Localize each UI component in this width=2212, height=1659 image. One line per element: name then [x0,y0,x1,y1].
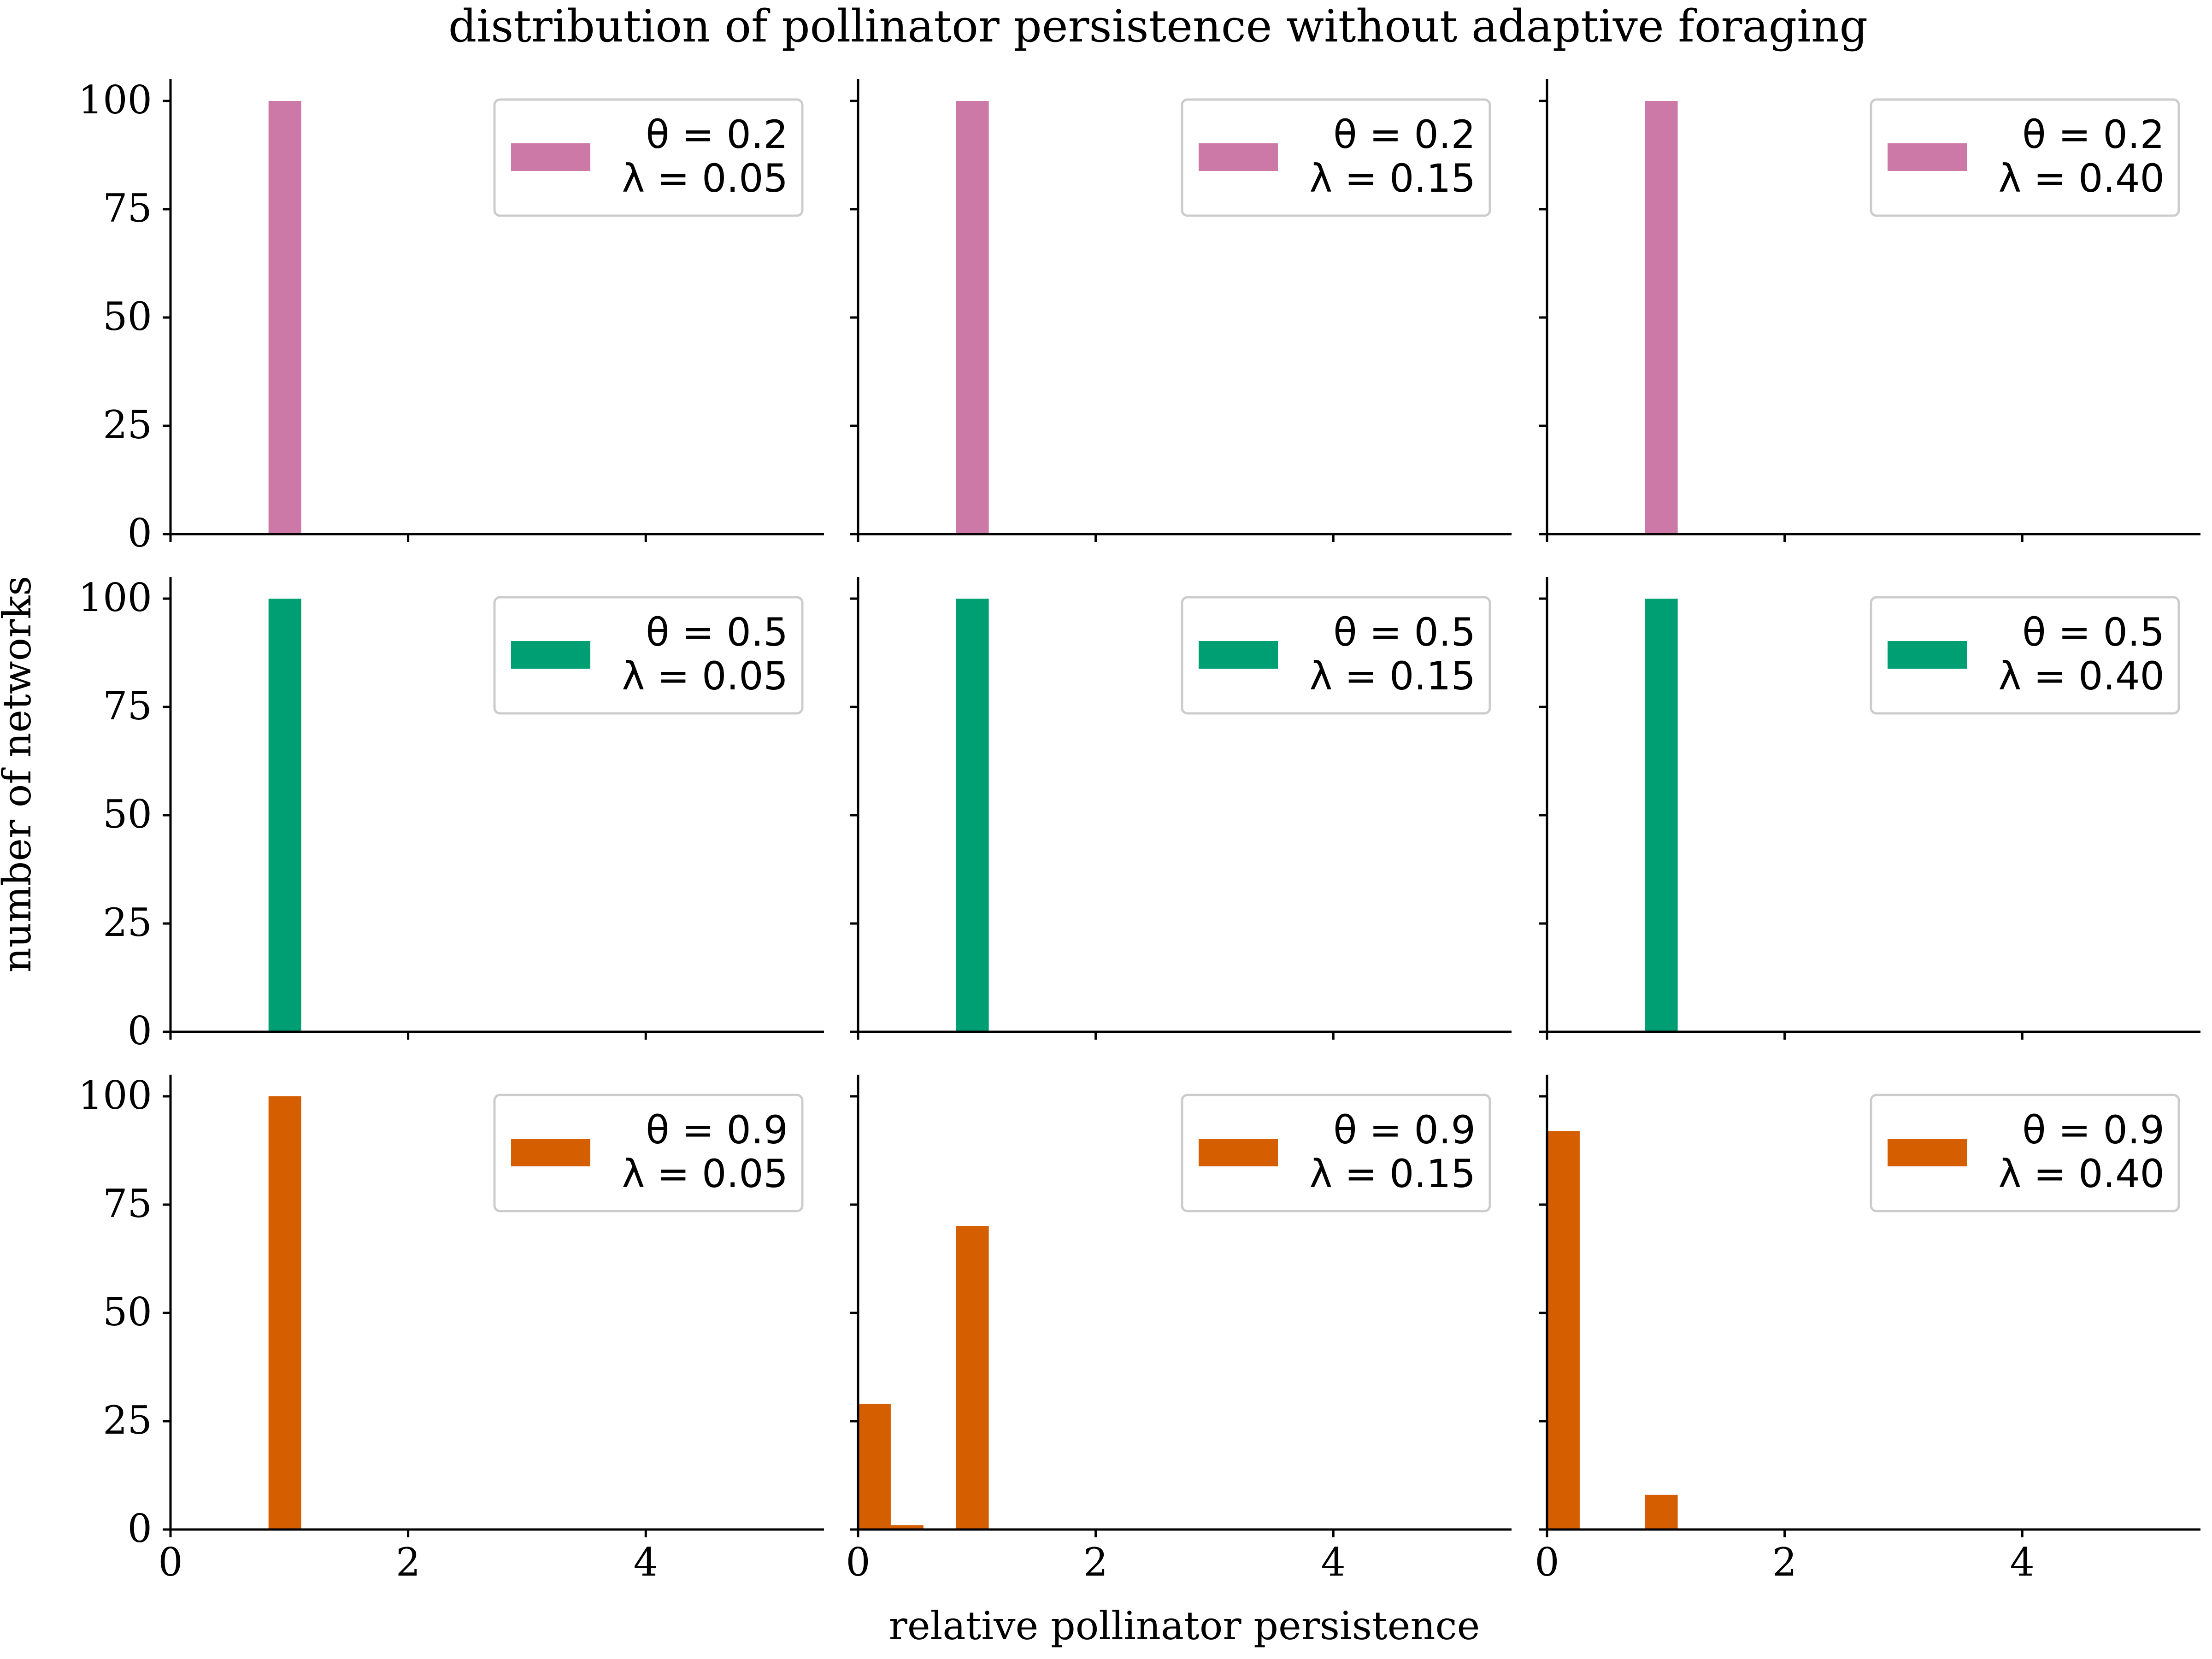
legend-theta-label: θ = 0.9 [646,1107,788,1153]
legend-box [1870,98,2180,217]
x-tick-label: 0 [846,1540,870,1585]
legend-box [493,98,804,217]
x-tick-label: 4 [634,1540,658,1585]
x-tick-label: 2 [1772,1540,1797,1585]
legend-swatch [1888,143,1967,171]
legend-swatch [1199,143,1278,171]
y-tick-label: 100 [78,77,152,123]
chart-title: distribution of pollinator persistence w… [448,0,1868,52]
y-tick-label: 100 [78,575,152,620]
legend-box [493,1094,804,1212]
panel-3-3: 0 2 4 θ = 0.9λ = 0.40 [1535,1075,2200,1585]
panel-1-3: θ = 0.2λ = 0.40 [1539,79,2200,542]
x-tick-label: 4 [1321,1540,1346,1585]
y-tick-label: 50 [103,294,152,339]
histogram-bar [1645,1494,1678,1530]
legend-box [1181,596,1491,715]
legend-lambda-label: λ = 0.15 [1309,1151,1476,1196]
histogram-bar [1645,599,1678,1032]
histogram-bar [1547,1131,1580,1530]
histogram-bar [956,1226,989,1530]
legend-box [1181,1094,1491,1212]
y-tick-label: 50 [103,1289,152,1335]
legend-swatch [1888,1139,1967,1166]
x-tick-label: 0 [158,1540,182,1585]
panel-3-2: 0 2 4 θ = 0.9λ = 0.15 [846,1075,1512,1585]
legend-theta-label: θ = 0.2 [646,112,788,157]
legend-lambda-label: λ = 0.15 [1309,156,1476,201]
y-tick-label: 0 [128,1008,152,1053]
x-tick-label: 2 [396,1540,420,1585]
y-tick-label: 0 [128,511,152,556]
legend-theta-label: θ = 0.2 [1333,112,1476,157]
y-tick-label: 25 [103,402,152,447]
legend-theta-label: θ = 0.2 [2022,112,2165,157]
legend-theta-label: θ = 0.9 [1333,1107,1476,1153]
legend-lambda-label: λ = 0.40 [1998,1151,2165,1196]
legend-lambda-label: λ = 0.05 [622,653,788,699]
y-tick-label: 0 [128,1506,152,1551]
legend-lambda-label: λ = 0.05 [622,1151,788,1196]
legend-lambda-label: λ = 0.40 [1998,156,2165,201]
x-tick-label: 2 [1083,1540,1108,1585]
legend-theta-label: θ = 0.5 [646,610,788,655]
y-tick-label: 75 [103,186,152,231]
panel-3-1: 0 25 50 75 100 0 2 4 θ = 0.9λ = 0.05 [78,1073,824,1585]
panel-2-2: θ = 0.5λ = 0.15 [850,577,1512,1040]
x-tick-label: 0 [1535,1540,1559,1585]
panel-2-3: θ = 0.5λ = 0.40 [1539,577,2200,1040]
x-axis-label: relative pollinator persistence [889,1603,1480,1648]
panel-1-1: 0 25 50 75 100 θ = 0.2λ = 0.05 [78,77,824,556]
histogram-bar [268,1096,301,1530]
y-tick-label: 75 [103,683,152,729]
histogram-bar [268,101,301,534]
legend-lambda-label: λ = 0.05 [622,156,788,201]
histogram-bar [858,1404,891,1530]
legend-lambda-label: λ = 0.40 [1998,653,2165,699]
y-tick-label: 25 [103,900,152,945]
histogram-bar [268,599,301,1032]
y-axis-label: number of networks [0,576,40,973]
legend-theta-label: θ = 0.5 [2022,610,2165,655]
y-tick-label: 25 [103,1398,152,1443]
panel-2-1: 0 25 50 75 100 θ = 0.5λ = 0.05 [78,575,824,1053]
legend-box [1181,98,1491,217]
histogram-bar [1645,101,1678,534]
legend-swatch [511,641,590,669]
legend-box [1870,596,2180,715]
legend-box [1870,1094,2180,1212]
legend-theta-label: θ = 0.9 [2022,1107,2165,1153]
legend-swatch [1888,641,1967,669]
legend-theta-label: θ = 0.5 [1333,610,1476,655]
panel-1-2: θ = 0.2λ = 0.15 [850,79,1512,542]
y-tick-label: 75 [103,1181,152,1226]
histogram-bar [956,101,989,534]
legend-swatch [1199,1139,1278,1166]
legend-swatch [511,143,590,171]
legend-swatch [1199,641,1278,669]
y-tick-label: 100 [78,1073,152,1118]
histogram-bar [890,1525,924,1530]
x-tick-label: 4 [2010,1540,2035,1585]
legend-box [493,596,804,715]
legend-swatch [511,1139,590,1166]
histogram-bar [956,599,989,1032]
legend-lambda-label: λ = 0.15 [1309,653,1476,699]
y-tick-label: 50 [103,792,152,837]
